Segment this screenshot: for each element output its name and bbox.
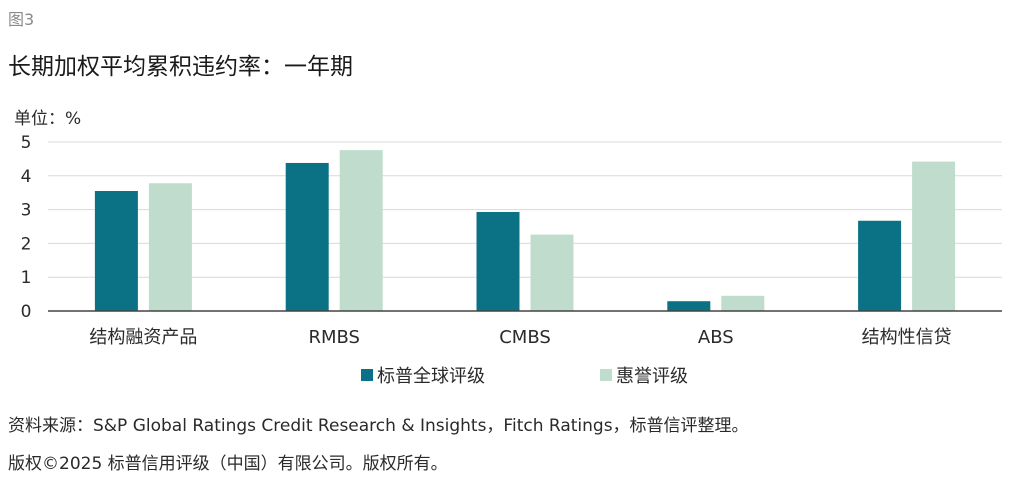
- legend-item-series-1: 标普全球评级: [361, 364, 485, 387]
- figure-label: 图3: [8, 10, 35, 29]
- bar-series-1: [858, 220, 902, 311]
- x-tick-label: ABS: [698, 327, 734, 348]
- bar-series-2: [912, 161, 956, 311]
- y-tick-label: 3: [21, 201, 32, 221]
- y-tick-label: 0: [21, 302, 32, 322]
- copyright-note: 版权©2025 标普信用评级（中国）有限公司。版权所有。: [8, 454, 448, 474]
- bar-series-2: [148, 183, 192, 311]
- y-tick-label: 2: [21, 234, 32, 254]
- x-tick-label: CMBS: [499, 327, 551, 348]
- source-note: 资料来源：S&P Global Ratings Credit Research …: [8, 416, 749, 436]
- bar-series-1: [667, 301, 711, 311]
- bar-chart: 0 1 2 3 4 5 结构融资产品 RMBS CMBS ABS 结构性信贷: [21, 133, 1002, 348]
- y-tick-label: 1: [21, 268, 32, 288]
- bar-series-2: [339, 150, 383, 311]
- bar-series-2: [721, 295, 765, 311]
- bar-series-1: [476, 211, 520, 311]
- bar-series-2: [530, 234, 574, 311]
- bar-series-1: [94, 191, 138, 311]
- y-tick-label: 4: [21, 167, 32, 187]
- legend-swatch: [600, 369, 612, 381]
- x-tick-label: 结构融资产品: [89, 327, 197, 348]
- legend-label: 标普全球评级: [377, 366, 485, 387]
- unit-label: 单位：%: [14, 109, 82, 129]
- chart-title: 长期加权平均累积违约率：一年期: [8, 54, 353, 80]
- y-tick-label: 5: [21, 133, 32, 153]
- x-tick-label: 结构性信贷: [862, 327, 952, 348]
- bar-series-1: [285, 162, 329, 311]
- x-tick-label: RMBS: [308, 327, 360, 348]
- legend-swatch: [361, 369, 373, 381]
- legend-item-series-2: 惠誉评级: [600, 364, 688, 387]
- legend-label: 惠誉评级: [616, 366, 688, 387]
